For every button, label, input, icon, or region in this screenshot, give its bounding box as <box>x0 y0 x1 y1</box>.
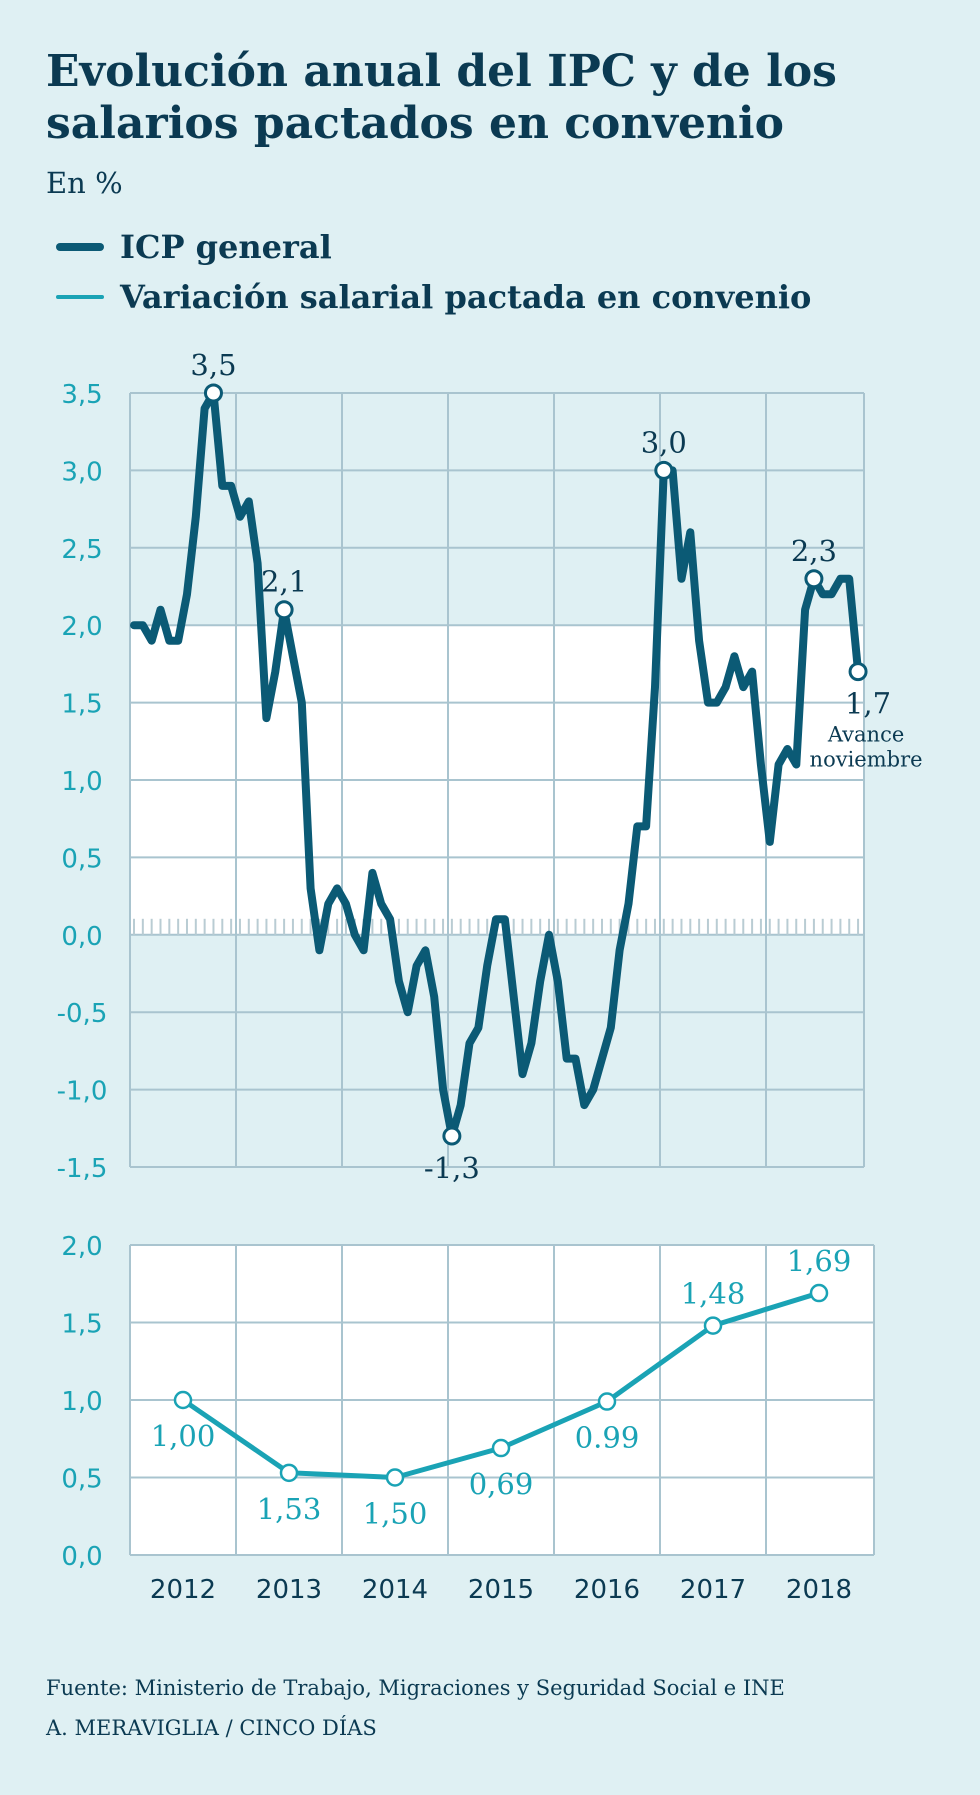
source-note: Fuente: Ministerio de Trabajo, Migracion… <box>46 1676 785 1700</box>
salary-data-label: 1,69 <box>787 1244 852 1278</box>
salary-data-label: 1,48 <box>681 1277 746 1311</box>
ipc-annotation-marker <box>442 1126 462 1146</box>
legend-label-salarios: Variación salarial pactada en convenio <box>120 278 812 316</box>
chart-title: Evolución anual del IPC y de los salario… <box>46 46 837 149</box>
ipc-annotation-marker <box>848 662 868 682</box>
ipc-annotation-note: Avance <box>827 723 904 747</box>
salary-point <box>491 1438 511 1458</box>
salary-ytick-label: 1,5 <box>61 1310 102 1340</box>
salary-ytick-label: 0,5 <box>61 1465 102 1495</box>
xtick-label-year: 2014 <box>362 1575 428 1605</box>
ipc-annotation-marker <box>804 569 824 589</box>
ipc-ytick-label: -1,5 <box>57 1154 108 1184</box>
legend-swatch-salarios <box>56 295 104 299</box>
ipc-annotation-marker <box>654 460 674 480</box>
chart-subtitle: En % <box>46 166 123 200</box>
ipc-ytick-label: 2,0 <box>61 612 102 642</box>
legend-item-ipc: ICP general <box>56 222 811 272</box>
xtick-label-year: 2016 <box>574 1575 640 1605</box>
xtick-label-year: 2018 <box>786 1575 852 1605</box>
salary-ytick-label: 2,0 <box>61 1232 102 1262</box>
ipc-annotation-label: 3,5 <box>190 348 236 382</box>
legend-swatch-ipc <box>56 243 104 251</box>
xtick-label-year: 2012 <box>150 1575 216 1605</box>
salary-point <box>597 1392 617 1411</box>
ipc-ytick-label: 3,5 <box>61 380 102 410</box>
salary-data-label: 1,50 <box>363 1497 428 1531</box>
ipc-panel: 3,5 3,0 2,5 2,0 1,5 1,0 0,5 0,0 -0,5 -1,0 -1,5 3,5 2… <box>57 348 923 1185</box>
xtick-label-year: 2017 <box>680 1575 746 1605</box>
ipc-ytick-label: 2,5 <box>61 535 102 565</box>
salary-point <box>703 1316 723 1335</box>
ipc-annotation-label: 1,7 <box>845 687 891 721</box>
salary-point <box>385 1468 405 1487</box>
salary-ytick-label: 0,0 <box>61 1542 102 1572</box>
ipc-annotation-label: 3,0 <box>641 425 687 459</box>
ipc-ytick-label: 1,0 <box>61 767 102 797</box>
ipc-ytick-label: 0,5 <box>61 844 102 874</box>
salary-data-label: 0,69 <box>469 1467 534 1501</box>
xtick-label-year: 2015 <box>468 1575 534 1605</box>
salary-data-label: 1,00 <box>151 1419 216 1453</box>
legend: ICP general Variación salarial pactada e… <box>56 222 811 322</box>
ipc-annotation-note: noviembre <box>810 748 923 772</box>
salary-ytick-label: 1,0 <box>61 1387 102 1417</box>
ipc-series-line <box>130 389 863 1140</box>
legend-item-salarios: Variación salarial pactada en convenio <box>56 272 811 322</box>
legend-label-ipc: ICP general <box>120 228 332 266</box>
salary-point <box>279 1463 299 1483</box>
salary-point <box>809 1283 829 1303</box>
ipc-annotation-label: 2,1 <box>261 565 307 599</box>
ipc-ytick-label: -0,5 <box>57 999 108 1029</box>
ipc-annotation-label: 2,3 <box>791 534 837 568</box>
ipc-annotation-marker <box>274 600 294 620</box>
ipc-ytick-label: -1,0 <box>57 1077 108 1107</box>
salary-data-label: 1,53 <box>257 1492 322 1526</box>
credit-note: A. MERAVIGLIA / CINCO DÍAS <box>46 1716 377 1740</box>
salary-data-label: 0.99 <box>575 1421 640 1455</box>
ipc-ytick-label: 0,0 <box>61 922 102 952</box>
salary-panel: 2,0 1,5 1,0 0,5 0,0 2012 2013 2014 2015 2016 2017 2… <box>61 1232 875 1605</box>
xtick-label-year: 2013 <box>256 1575 322 1605</box>
ipc-annotation-label: -1,3 <box>424 1151 480 1185</box>
ipc-annotation-marker <box>203 383 223 403</box>
ipc-ytick-label: 3,0 <box>61 457 102 487</box>
salary-point <box>173 1390 193 1410</box>
ipc-ytick-label: 1,5 <box>61 690 102 720</box>
